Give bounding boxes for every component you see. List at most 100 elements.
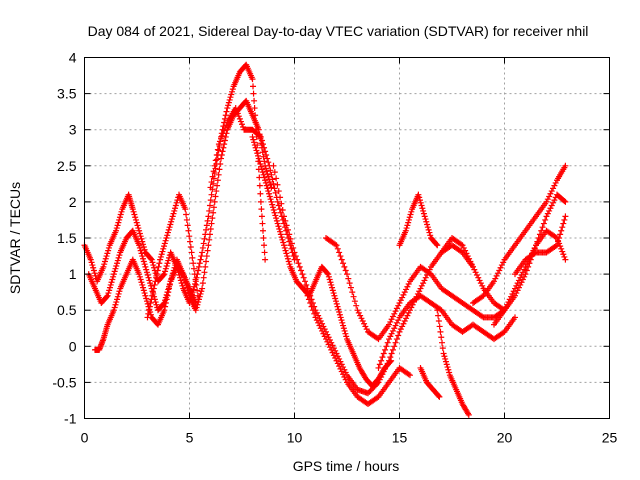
data-point — [210, 209, 217, 216]
data-point — [105, 244, 112, 251]
data-point — [200, 274, 207, 281]
data-point — [403, 225, 410, 232]
data-point — [476, 277, 483, 284]
data-point — [150, 262, 157, 269]
data-point — [407, 372, 413, 379]
data-point — [149, 259, 156, 266]
data-point — [415, 191, 422, 198]
data-point — [203, 253, 210, 260]
data-point — [208, 191, 215, 198]
data-point — [279, 236, 286, 243]
data-point — [237, 118, 244, 125]
data-point — [307, 299, 314, 306]
data-point — [386, 357, 392, 364]
data-point — [261, 144, 268, 151]
data-point — [359, 318, 366, 325]
data-point — [388, 316, 395, 323]
y-tick-label: -1 — [64, 411, 77, 427]
data-point — [548, 202, 555, 209]
data-point — [551, 182, 558, 189]
x-axis-label: GPS time / hours — [293, 458, 400, 474]
data-point — [206, 202, 213, 209]
data-point — [521, 266, 528, 273]
data-point — [149, 292, 156, 299]
data-point — [288, 240, 295, 247]
data-point — [161, 271, 168, 278]
data-point — [103, 293, 110, 300]
data-point — [229, 86, 236, 93]
data-point — [538, 227, 545, 234]
data-point — [213, 151, 220, 158]
data-point — [114, 296, 121, 303]
data-point — [182, 206, 189, 213]
y-tick-label: 2.5 — [57, 158, 77, 174]
data-point — [183, 216, 190, 223]
data-point — [136, 227, 143, 234]
data-point — [142, 292, 149, 299]
data-point — [375, 379, 382, 386]
data-point — [263, 168, 270, 175]
data-point — [110, 271, 117, 278]
data-point — [266, 190, 273, 197]
data-point — [304, 292, 311, 299]
data-point — [140, 241, 147, 248]
data-point — [261, 249, 268, 256]
data-point — [190, 265, 197, 272]
data-point — [199, 285, 206, 292]
data-point — [340, 322, 347, 329]
data-point — [103, 253, 110, 260]
data-point — [155, 263, 162, 270]
data-point — [164, 260, 171, 267]
data-point — [283, 222, 290, 229]
data-point — [262, 177, 269, 184]
data-point — [167, 221, 174, 228]
data-point — [368, 386, 375, 393]
data-point — [422, 216, 429, 223]
data-point — [212, 157, 219, 164]
data-point — [540, 220, 547, 227]
data-point — [185, 227, 192, 234]
data-point — [376, 376, 383, 383]
data-point — [298, 267, 305, 274]
data-point — [150, 285, 157, 292]
data-point — [101, 261, 108, 268]
data-point — [206, 236, 213, 243]
data-point — [286, 231, 293, 238]
data-point — [417, 199, 424, 206]
data-point — [315, 319, 322, 326]
data-point — [345, 275, 352, 282]
data-point — [317, 325, 324, 332]
data-point — [423, 218, 430, 225]
data-point — [370, 384, 377, 391]
data-point — [396, 299, 403, 306]
data-point — [380, 368, 387, 375]
data-point — [473, 272, 480, 279]
data-point — [219, 148, 226, 155]
data-point — [349, 289, 356, 296]
data-point — [143, 266, 150, 273]
data-point — [340, 325, 347, 332]
data-point — [405, 219, 412, 226]
data-point — [184, 222, 191, 229]
data-point — [512, 285, 518, 292]
data-point — [281, 242, 287, 249]
data-point — [259, 169, 266, 176]
data-point — [160, 272, 167, 279]
data-point — [479, 293, 486, 300]
data-point — [169, 270, 176, 277]
data-point — [502, 304, 509, 311]
data-point — [441, 353, 448, 360]
data-point — [201, 269, 208, 276]
data-point — [361, 320, 368, 327]
data-point — [216, 138, 223, 145]
data-point — [355, 309, 362, 316]
data-point — [333, 300, 340, 307]
data-point — [543, 198, 550, 205]
data-point — [272, 189, 279, 196]
data-point — [299, 271, 306, 278]
data-point — [201, 235, 208, 242]
data-point — [397, 297, 404, 304]
data-point — [326, 276, 333, 283]
data-point — [405, 216, 412, 223]
data-point — [157, 253, 164, 260]
